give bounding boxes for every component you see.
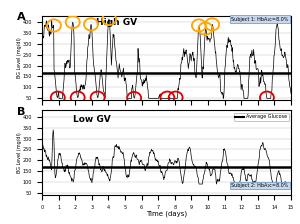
Text: Low GV: Low GV (73, 115, 111, 124)
X-axis label: Time (days): Time (days) (146, 211, 187, 218)
Text: Subject 1: HbA₁c=8.0%: Subject 1: HbA₁c=8.0% (231, 17, 289, 22)
Text: Subject 2: HbA₁c=8.0%: Subject 2: HbA₁c=8.0% (231, 183, 289, 188)
Y-axis label: BG Level (mg/dl): BG Level (mg/dl) (16, 38, 22, 78)
Text: A: A (17, 12, 26, 22)
Text: High GV: High GV (96, 18, 137, 27)
Legend: Average Glucose: Average Glucose (234, 113, 289, 121)
Y-axis label: BG Level (mg/dl): BG Level (mg/dl) (16, 132, 22, 173)
Text: B: B (17, 107, 26, 117)
